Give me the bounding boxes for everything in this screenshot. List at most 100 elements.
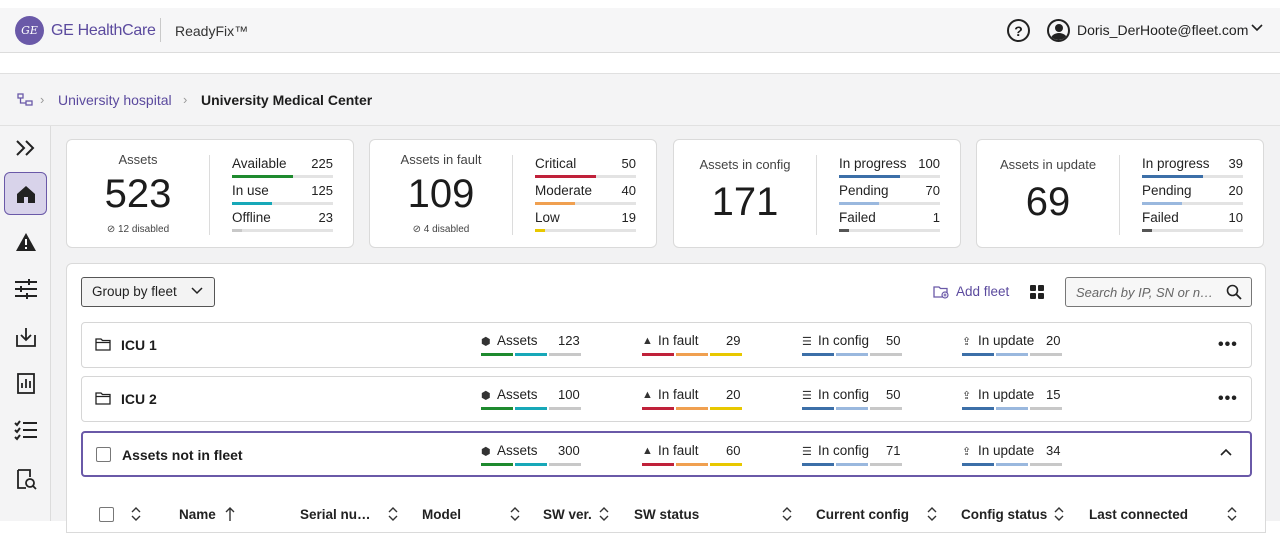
metric-bar: [1142, 202, 1183, 205]
update-icon: ⇪: [962, 446, 972, 458]
column-header-current-config[interactable]: Current config: [816, 507, 909, 522]
sliders-icon[interactable]: [4, 267, 47, 310]
column-header-sw-version[interactable]: SW ver.: [543, 507, 592, 522]
sidebar: [0, 126, 51, 521]
sort-icon[interactable]: [1054, 506, 1064, 522]
card-value: 69: [1025, 180, 1071, 224]
config-card[interactable]: Assets in config 171 In progress 100 Pend…: [673, 139, 961, 248]
sort-icon[interactable]: [782, 506, 792, 522]
column-header-config-status[interactable]: Config status: [961, 507, 1048, 522]
sort-ascending-icon[interactable]: [225, 506, 235, 522]
update-card[interactable]: Assets in update 69 In progress 39 Pendin…: [976, 139, 1264, 248]
inbox-download-icon[interactable]: [4, 315, 47, 358]
help-circle-icon[interactable]: ?: [1007, 19, 1030, 42]
metric-bar: [535, 229, 546, 232]
update-icon: ⇪: [962, 390, 972, 402]
sort-icon[interactable]: [510, 506, 520, 522]
stat-bars: [962, 353, 1062, 356]
metric-critical[interactable]: Critical 50: [535, 156, 636, 178]
user-menu[interactable]: Doris_DerHoote@fleet.com: [1077, 22, 1249, 38]
brand-name: GE HealthCare: [51, 22, 156, 39]
metric-failed[interactable]: Failed 10: [1142, 210, 1243, 232]
sort-icon[interactable]: [927, 506, 937, 522]
search-icon[interactable]: [1226, 284, 1242, 300]
metric-in-use[interactable]: In use 125: [232, 183, 333, 205]
column-header-name[interactable]: Name: [179, 507, 216, 522]
metric-low[interactable]: Low 19: [535, 210, 636, 232]
fault-card[interactable]: Assets in fault 109 ⊘ 4 disabled Critica…: [369, 139, 657, 248]
metric-bar: [839, 202, 880, 205]
more-options-icon[interactable]: •••: [1218, 336, 1238, 353]
update-icon: ⇪: [962, 336, 972, 348]
metric-moderate[interactable]: Moderate 40: [535, 183, 636, 205]
assets-card[interactable]: Assets 523 ⊘ 12 disabled Available 225 In…: [66, 139, 354, 248]
table-header: Name Serial nu… Model SW ver. SW status …: [67, 494, 1265, 534]
add-folder-icon[interactable]: [933, 284, 949, 299]
search-input[interactable]: Search by IP, SN or n…: [1065, 277, 1252, 307]
group-by-dropdown[interactable]: Group by fleet: [81, 277, 215, 307]
card-divider: [512, 155, 513, 235]
select-all-checkbox[interactable]: [99, 507, 114, 522]
more-options-icon[interactable]: •••: [1218, 390, 1238, 407]
warning-icon: ▲: [642, 389, 653, 401]
user-circle-icon[interactable]: [1047, 19, 1070, 42]
document-search-icon[interactable]: [4, 457, 47, 500]
card-divider: [209, 155, 210, 235]
stat-bars: [481, 407, 581, 410]
stat-bars: [802, 463, 902, 466]
chevron-down-icon[interactable]: [1250, 21, 1264, 38]
column-header-last-connected[interactable]: Last connected: [1089, 507, 1189, 522]
column-header-sw-status[interactable]: SW status: [634, 507, 700, 522]
metric-in-progress[interactable]: In progress 100: [839, 156, 940, 178]
ge-logo: GE: [15, 16, 44, 45]
warning-icon[interactable]: [4, 220, 47, 263]
sort-icon[interactable]: [388, 506, 398, 522]
fleet-row[interactable]: ICU 1 ⬢ Assets 123 ▲ In fault 29 ☰ In config 5…: [81, 322, 1252, 368]
column-header-model[interactable]: Model: [422, 507, 461, 522]
metric-available[interactable]: Available 225: [232, 156, 333, 178]
chevron-up-icon[interactable]: [1219, 445, 1233, 459]
metric-bar: [1142, 229, 1153, 232]
metric-offline[interactable]: Offline 23: [232, 210, 333, 232]
fleet-row[interactable]: ICU 2 ⬢ Assets 100 ▲ In fault 20 ☰ In config 5…: [81, 376, 1252, 422]
report-chart-icon[interactable]: [4, 361, 47, 404]
checklist-icon[interactable]: [4, 408, 47, 451]
expand-icon[interactable]: [4, 126, 47, 169]
breadcrumb-current: University Medical Center: [201, 92, 373, 108]
metric-in-progress[interactable]: In progress 39: [1142, 156, 1243, 178]
app-header: GE GE HealthCare ReadyFix™ ? Doris_DerHo…: [0, 8, 1280, 53]
fleet-panel: Group by fleet Add fleet Search by IP, S…: [66, 263, 1266, 533]
metric-bar: [232, 229, 243, 232]
top-strip: [0, 0, 1280, 8]
metric-pending[interactable]: Pending 20: [1142, 183, 1243, 205]
stat-bars: [642, 353, 742, 356]
sort-icon[interactable]: [599, 506, 609, 522]
metric-pending[interactable]: Pending 70: [839, 183, 940, 205]
stat-bars: [962, 463, 1062, 466]
fleet-row-not-in-fleet[interactable]: Assets not in fleet ⬢ Assets 300 ▲ In fault…: [81, 431, 1252, 477]
metric-bar: [232, 202, 273, 205]
stat-bars: [642, 407, 742, 410]
warning-icon: ▲: [642, 335, 653, 347]
metric-failed[interactable]: Failed 1: [839, 210, 940, 232]
folder-icon: [95, 392, 111, 405]
sort-icon[interactable]: [131, 506, 141, 522]
hierarchy-icon[interactable]: [17, 93, 33, 107]
column-header-serial[interactable]: Serial nu…: [300, 507, 371, 522]
add-fleet-button[interactable]: Add fleet: [956, 284, 1010, 299]
metric-bar: [839, 229, 850, 232]
fleet-name: Assets not in fleet: [122, 447, 243, 463]
row-checkbox[interactable]: [96, 447, 111, 462]
stat-bars: [802, 353, 902, 356]
metric-bar: [232, 175, 293, 178]
sort-icon[interactable]: [1227, 506, 1237, 522]
breadcrumb-parent[interactable]: University hospital: [58, 92, 172, 108]
card-sub: ⊘ 12 disabled: [106, 224, 170, 235]
disabled-icon: ⊘: [412, 224, 424, 235]
home-icon[interactable]: [4, 172, 47, 215]
folder-icon: [95, 338, 111, 351]
grid-view-icon[interactable]: [1030, 285, 1044, 299]
stat-bars: [962, 407, 1062, 410]
header-divider: [160, 18, 161, 42]
breadcrumb: › University hospital › University Medic…: [0, 74, 1280, 126]
